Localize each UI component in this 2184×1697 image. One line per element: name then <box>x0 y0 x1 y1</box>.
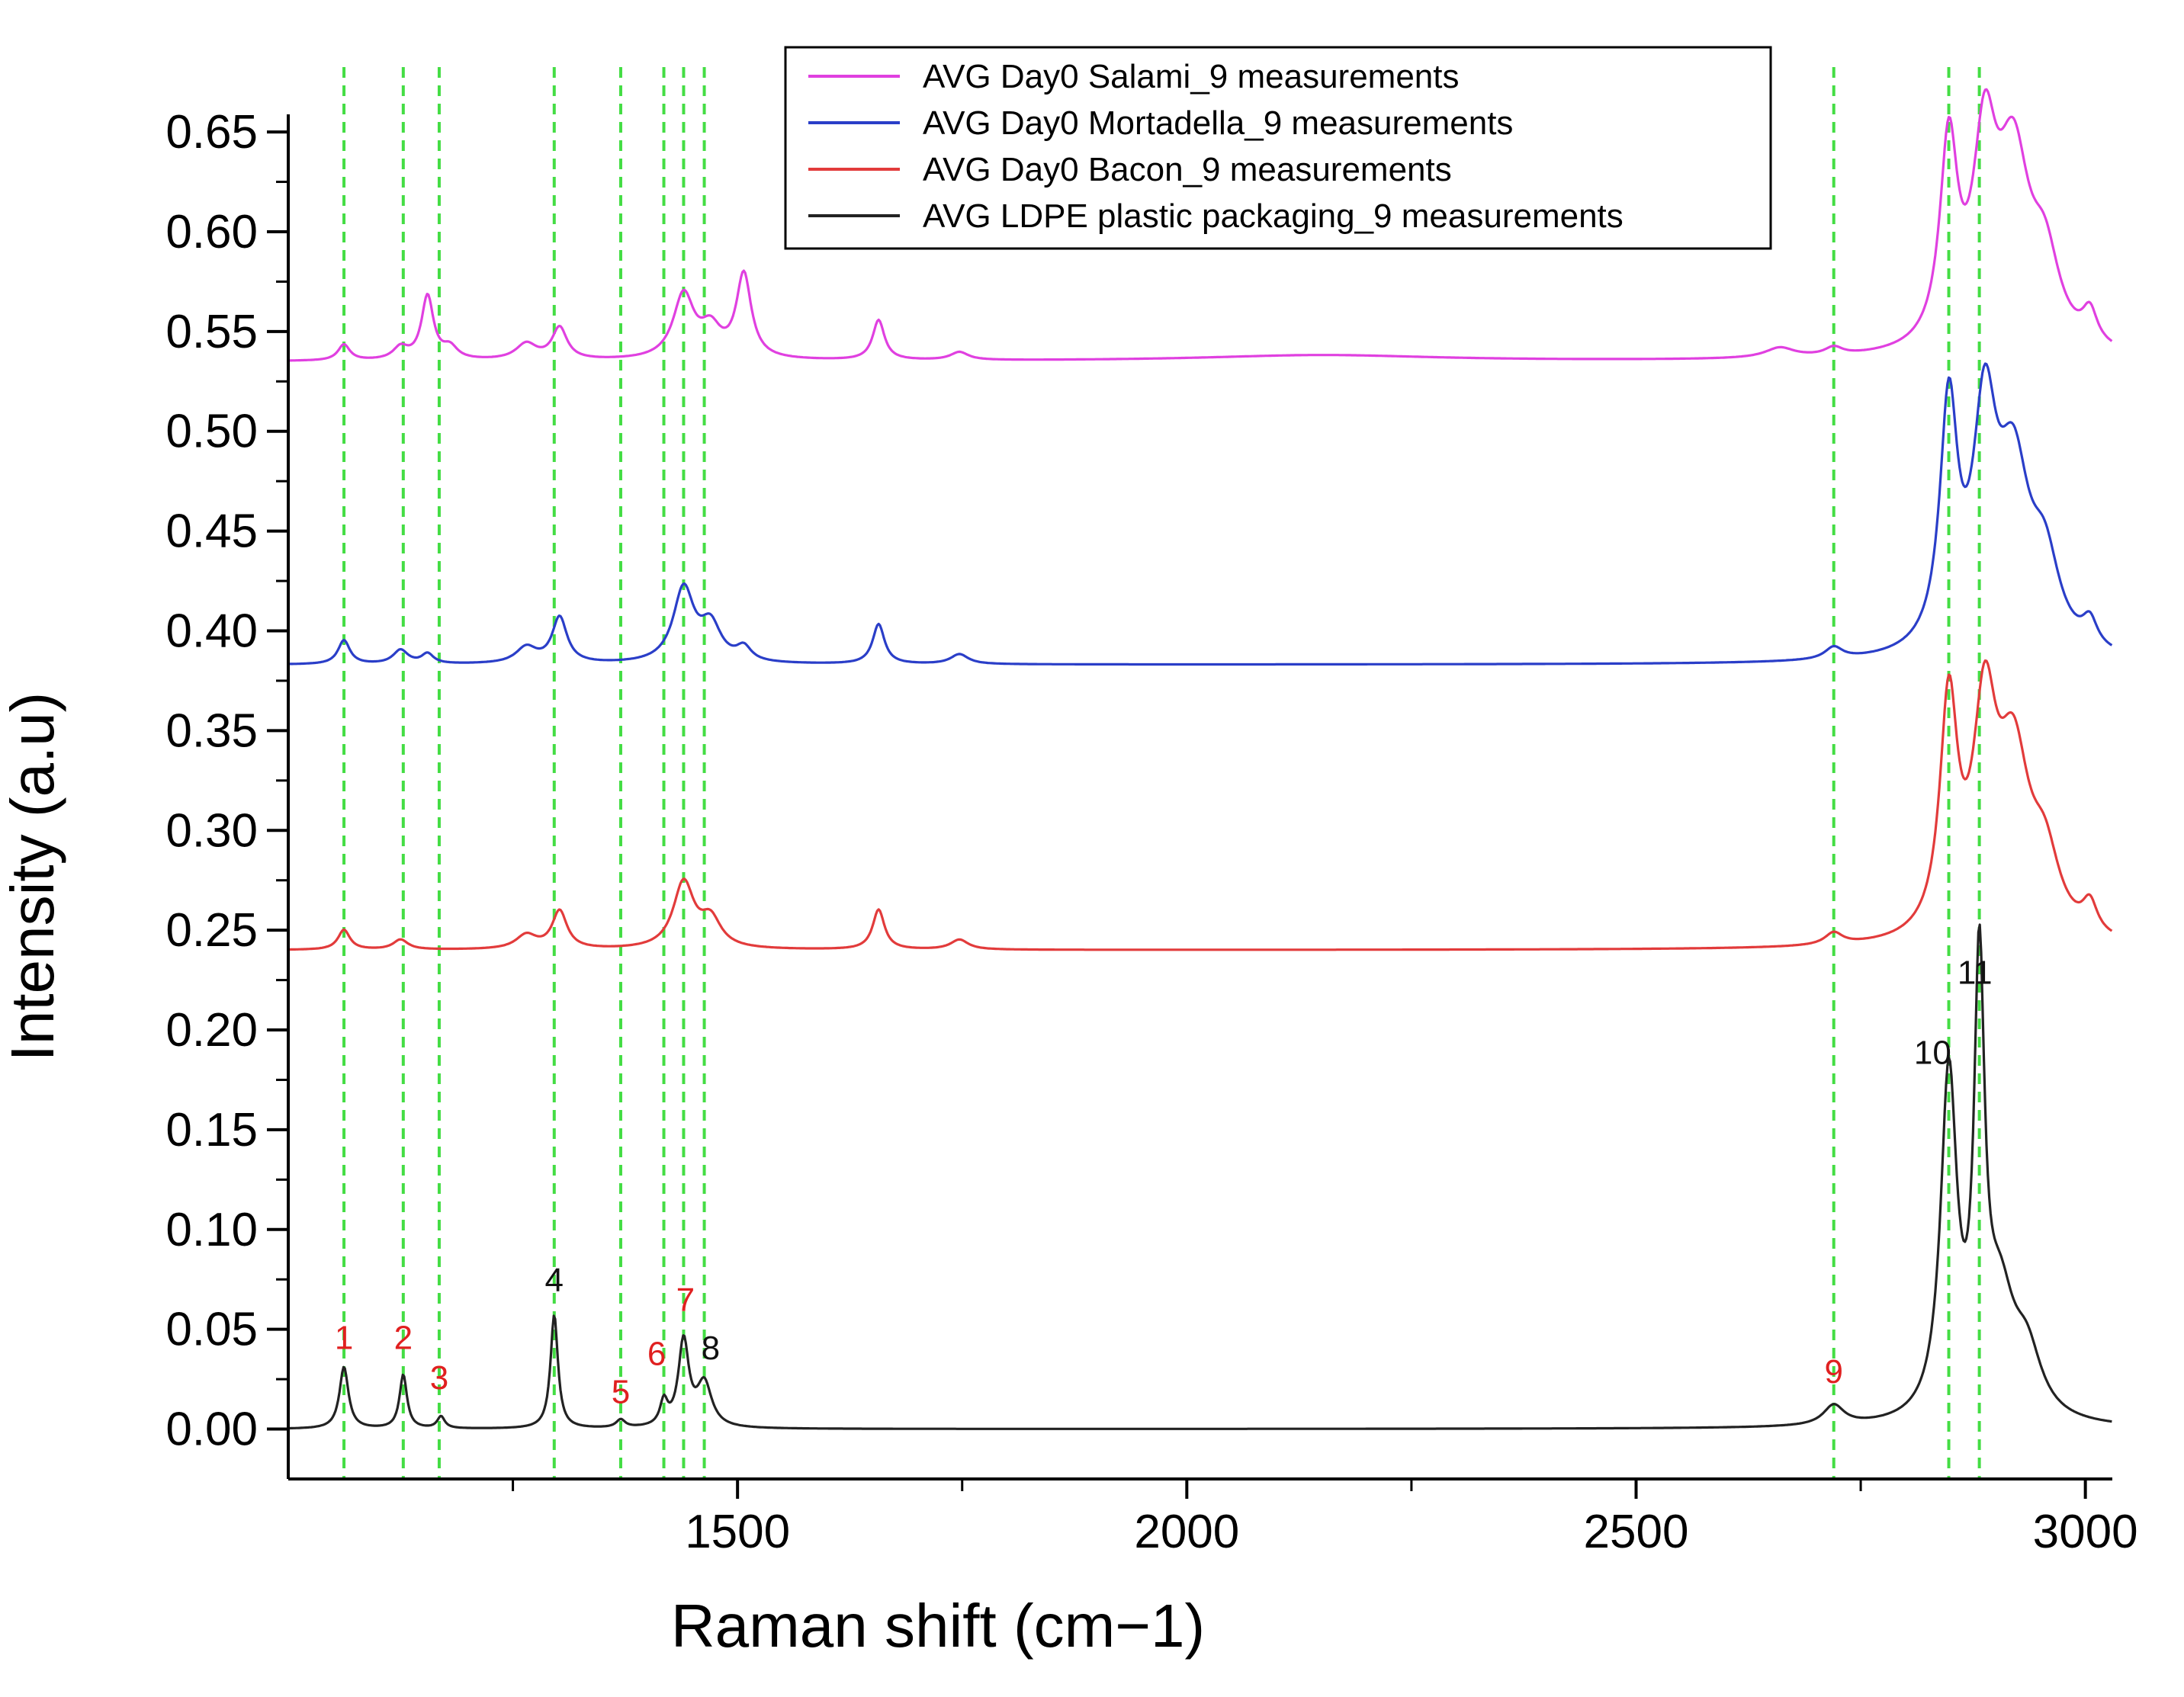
reference-lines <box>342 67 1981 1479</box>
x-tick-label: 1500 <box>685 1506 790 1558</box>
y-axis-title: Intensity (a.u) <box>0 692 66 1062</box>
series-line-2 <box>287 362 2113 666</box>
peak-label-7: 7 <box>676 1282 695 1319</box>
y-tick-label: 0.60 <box>165 206 258 258</box>
y-tick-label: 0.40 <box>165 605 258 658</box>
y-tick-label: 0.15 <box>165 1104 258 1156</box>
peak-label-1: 1 <box>335 1320 353 1357</box>
legend-label-4: AVG LDPE plastic packaging_9 measurement… <box>923 197 1624 235</box>
legend: AVG Day0 Salami_9 measurements AVG Day0 M… <box>784 46 1772 250</box>
legend-label-2: AVG Day0 Mortadella_9 measurements <box>923 104 1513 142</box>
x-tick-label: 2000 <box>1134 1506 1239 1558</box>
peak-label-9: 9 <box>1824 1353 1842 1391</box>
series-line-4 <box>288 923 2112 1430</box>
y-tick-label: 0.55 <box>165 306 258 358</box>
y-tick-label: 0.05 <box>165 1304 258 1356</box>
y-tick-label: 0.00 <box>165 1403 258 1456</box>
peak-label-2: 2 <box>394 1320 413 1357</box>
series-line-1 <box>288 88 2113 362</box>
y-tick-label: 0.45 <box>165 505 258 558</box>
peak-label-8: 8 <box>702 1330 720 1367</box>
peak-label-10: 10 <box>1914 1034 1951 1071</box>
y-tick-label: 0.25 <box>165 904 258 957</box>
y-tick-label: 0.65 <box>165 106 258 159</box>
series-line-3 <box>288 659 2113 951</box>
peak-label-5: 5 <box>612 1373 630 1410</box>
y-tick-label: 0.20 <box>165 1004 258 1057</box>
x-tick-label: 3000 <box>2033 1506 2138 1558</box>
series-group <box>287 88 2113 1430</box>
peak-label-3: 3 <box>430 1359 448 1397</box>
peak-label-4: 4 <box>545 1262 564 1299</box>
x-axis-title: Raman shift (cm−1) <box>671 1592 1205 1660</box>
y-tick-label: 0.30 <box>165 804 258 857</box>
y-tick-label: 0.50 <box>165 406 258 458</box>
legend-label-1: AVG Day0 Salami_9 measurements <box>923 58 1459 95</box>
peak-label-6: 6 <box>647 1336 666 1373</box>
legend-box <box>784 46 1772 250</box>
y-tick-label: 0.10 <box>165 1204 258 1256</box>
x-tick-label: 2500 <box>1584 1506 1689 1558</box>
peak-label-11: 11 <box>1958 954 1993 992</box>
legend-label-3: AVG Day0 Bacon_9 measurements <box>923 151 1452 188</box>
axes: 0.00 0.05 0.10 0.15 0.20 0.25 0.30 0.35 0.40 0.45… <box>165 106 2137 1558</box>
y-tick-label: 0.35 <box>165 704 258 757</box>
